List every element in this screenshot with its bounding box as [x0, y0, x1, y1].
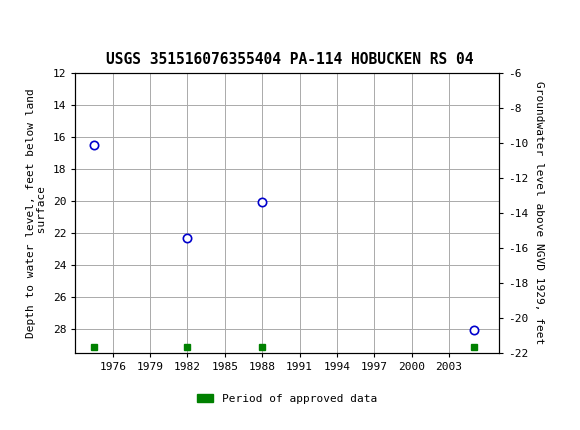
Legend: Period of approved data: Period of approved data	[192, 390, 382, 408]
Y-axis label: Depth to water level, feet below land
 surface: Depth to water level, feet below land su…	[26, 88, 48, 338]
Text: ╳USGS: ╳USGS	[9, 12, 63, 33]
Y-axis label: Groundwater level above NGVD 1929, feet: Groundwater level above NGVD 1929, feet	[534, 81, 543, 344]
Text: USGS 351516076355404 PA-114 HOBUCKEN RS 04: USGS 351516076355404 PA-114 HOBUCKEN RS …	[106, 52, 474, 67]
